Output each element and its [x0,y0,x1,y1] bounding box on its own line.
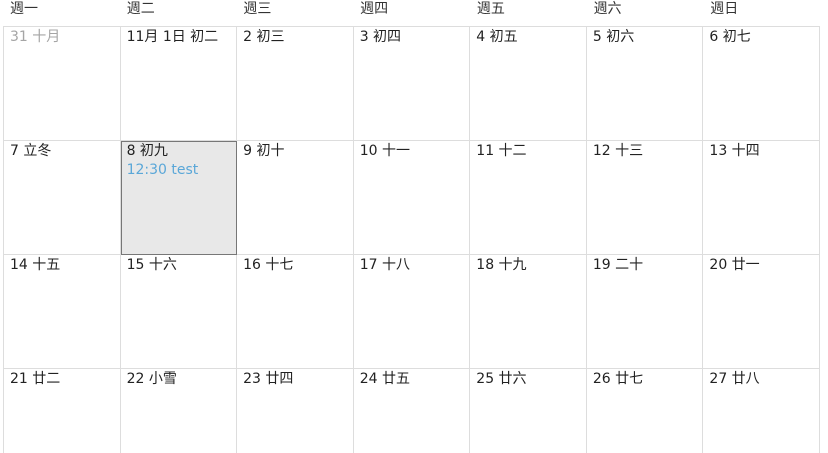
day-cell[interactable]: 16 十七 [237,255,354,369]
day-label: 15 十六 [126,257,177,273]
day-cell[interactable]: 21 廿二 [4,369,121,453]
day-cell[interactable]: 11月 1日 初二 [120,27,238,141]
day-label: 11月 1日 初二 [126,29,219,45]
day-label: 6 初七 [709,29,751,45]
day-label: 7 立冬 [10,143,52,159]
day-label: 25 廿六 [476,371,527,387]
day-label: 11 十二 [476,143,527,159]
day-cell[interactable]: 12 十三 [586,141,704,255]
day-cell[interactable]: 27 廿八 [703,369,820,453]
day-cell[interactable]: 13 十四 [703,141,820,255]
today-cell[interactable]: 8 初九 12:30 test [120,141,238,255]
day-cell[interactable]: 4 初五 [470,27,587,141]
weekday-tuesday: 週二 [126,1,155,17]
day-cell[interactable]: 18 十九 [470,255,587,369]
day-cell[interactable]: 2 初三 [237,27,354,141]
day-cell[interactable]: 23 廿四 [237,369,354,453]
day-cell[interactable]: 10 十一 [353,141,471,255]
day-label: 18 十九 [476,257,527,273]
day-label: 9 初十 [243,143,285,159]
day-label: 8 初九 [126,143,168,159]
weekday-wednesday: 週三 [243,1,272,17]
day-label: 4 初五 [476,29,518,45]
day-label: 24 廿五 [359,371,410,387]
day-label: 13 十四 [709,143,760,159]
day-cell[interactable]: 24 廿五 [354,369,471,453]
month-grid: 31 十月 11月 1日 初二 2 初三 3 初四 4 初五 5 初六 6 初七… [3,26,820,453]
day-cell[interactable]: 19 二十 [586,255,704,369]
day-label: 14 十五 [10,257,61,273]
weekday-header: 週一 週二 週三 週四 週五 週六 週日 [3,0,820,26]
day-label: 10 十一 [359,143,410,159]
day-label: 19 二十 [592,257,644,273]
day-cell[interactable]: 5 初六 [586,27,704,141]
day-label: 23 廿四 [243,371,294,387]
day-cell[interactable]: 11 十二 [470,141,587,255]
day-cell[interactable]: 9 初十 [237,141,354,255]
day-cell[interactable]: 20 廿一 [703,255,820,369]
day-label: 12 十三 [592,143,644,159]
day-label: 26 廿七 [592,371,644,387]
day-label: 22 小雪 [126,371,177,387]
event-entry[interactable]: 12:30 test [126,162,199,178]
day-cell[interactable]: 7 立冬 [4,141,121,255]
day-cell[interactable]: 15 十六 [120,255,238,369]
day-cell[interactable]: 6 初七 [703,27,820,141]
day-cell[interactable]: 26 廿七 [587,369,704,453]
day-label: 31 十月 [10,29,61,45]
day-label: 3 初四 [359,29,402,45]
day-cell[interactable]: 22 小雪 [121,369,238,453]
weekday-saturday: 週六 [593,1,622,17]
day-label: 17 十八 [359,257,410,273]
day-label: 21 廿二 [10,371,61,387]
day-label: 2 初三 [243,29,285,45]
day-cell[interactable]: 31 十月 [4,27,121,141]
weekday-sunday: 週日 [710,1,739,17]
weekday-thursday: 週四 [360,1,389,17]
weekday-friday: 週五 [476,1,505,17]
day-label: 27 廿八 [709,371,760,387]
day-cell[interactable]: 17 十八 [353,255,471,369]
day-cell[interactable]: 14 十五 [4,255,121,369]
day-label: 16 十七 [243,257,294,273]
day-cell[interactable]: 3 初四 [353,27,471,141]
day-label: 5 初六 [592,29,635,45]
day-label: 20 廿一 [709,257,760,273]
day-cell[interactable]: 25 廿六 [470,369,587,453]
weekday-monday: 週一 [10,1,38,17]
